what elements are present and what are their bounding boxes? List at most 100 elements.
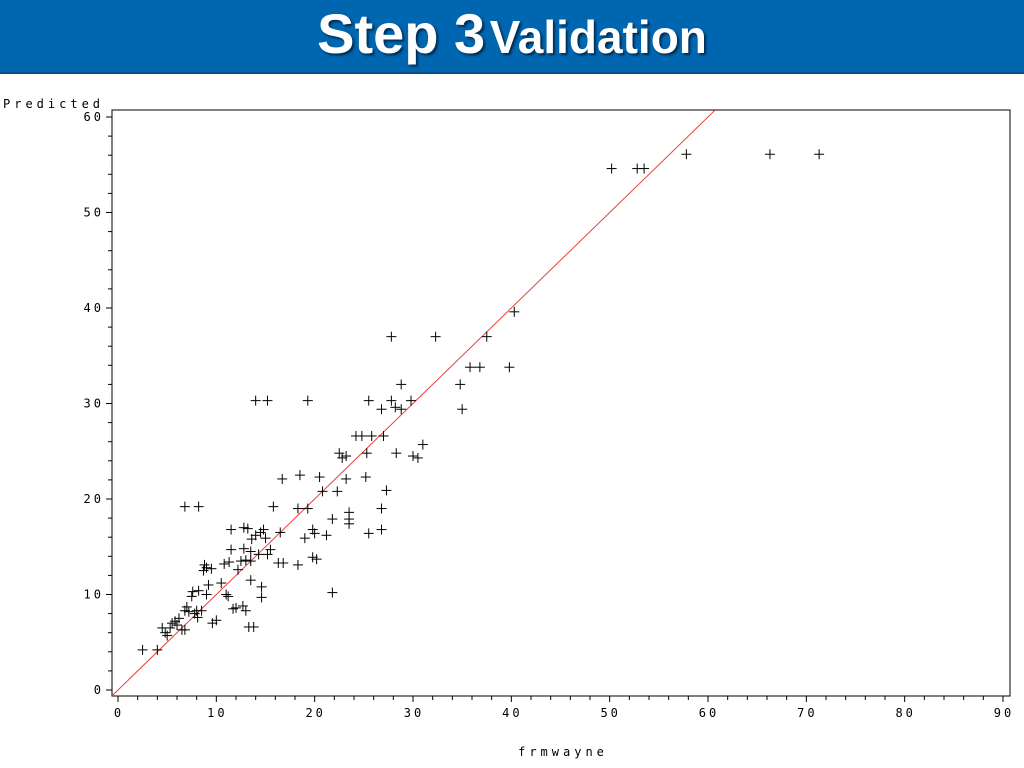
data-point (764, 149, 775, 160)
data-point (391, 448, 402, 459)
reference-line-layer (112, 110, 716, 696)
title-rest: Validation (489, 10, 707, 63)
title-banner: Step 3 Validation (0, 0, 1024, 74)
data-point (314, 472, 325, 483)
y-tick-label: 10 (84, 588, 104, 602)
data-point (457, 404, 468, 415)
data-point (509, 306, 520, 317)
x-tick-label: 20 (305, 706, 325, 720)
data-point (341, 473, 352, 484)
data-point (386, 395, 397, 406)
title-step: Step 3 (317, 1, 486, 65)
data-point (262, 395, 273, 406)
data-point (226, 544, 237, 555)
data-point (639, 163, 650, 174)
x-axis-title: frmwayne (518, 745, 608, 759)
data-point (193, 501, 204, 512)
data-point (334, 448, 345, 459)
data-point (265, 544, 276, 555)
data-point (292, 503, 303, 514)
data-point (223, 591, 234, 602)
data-point (344, 518, 355, 529)
data-point (455, 379, 466, 390)
data-point (406, 395, 417, 406)
data-point (262, 549, 273, 560)
data-point (390, 402, 401, 413)
data-point (179, 624, 190, 635)
y-tick-label: 50 (84, 206, 104, 220)
data-point (240, 555, 251, 566)
data-point (363, 395, 374, 406)
data-point (165, 622, 176, 633)
data-point (275, 527, 286, 538)
data-point (361, 448, 372, 459)
data-point (224, 557, 235, 568)
data-point (294, 470, 305, 481)
x-axis: 0 10 20 30 40 50 60 70 80 90 (114, 696, 1011, 720)
x-tick-label: 50 (600, 706, 620, 720)
data-point (245, 546, 256, 557)
data-point (337, 452, 348, 463)
x-tick-label: 80 (895, 706, 915, 720)
x-tick-label: 30 (404, 706, 424, 720)
data-point (172, 620, 182, 631)
data-point (238, 522, 249, 533)
data-point (299, 533, 310, 544)
data-point (162, 630, 173, 641)
data-point (366, 430, 377, 441)
data-point (231, 602, 241, 613)
x-tick-label: 0 (114, 706, 124, 720)
data-point (253, 549, 264, 560)
data-point (321, 530, 332, 541)
data-point (183, 606, 194, 617)
x-tick-label: 10 (207, 706, 227, 720)
data-point (216, 578, 227, 589)
data-point (360, 472, 371, 483)
x-tick-label: 60 (699, 706, 719, 720)
data-point (309, 528, 320, 539)
data-point (408, 451, 418, 462)
data-point (221, 589, 232, 600)
data-point (201, 589, 212, 600)
data-point (206, 563, 217, 574)
data-point (245, 556, 256, 567)
data-point (256, 592, 267, 603)
data-point (268, 501, 279, 512)
data-point (173, 613, 184, 624)
y-tick-label: 60 (84, 110, 104, 124)
y-tick-label: 30 (84, 397, 104, 411)
data-point (167, 618, 178, 629)
y-axis-title: Predicted (3, 97, 104, 111)
data-point (681, 149, 692, 160)
data-point (235, 556, 246, 567)
data-point (152, 644, 163, 655)
data-point (228, 603, 239, 614)
data-point (278, 557, 289, 568)
data-point (160, 627, 171, 638)
data-point (237, 600, 248, 611)
data-point (311, 554, 322, 565)
scatter-plot: 0 10 20 30 40 50 60 70 80 90 0 10 20 30 40 50 60 Predic… (3, 97, 1011, 759)
points-layer (137, 149, 825, 655)
data-point (219, 558, 230, 569)
data-point (356, 430, 367, 441)
data-point (504, 362, 515, 373)
data-point (201, 562, 212, 573)
data-point (378, 430, 389, 441)
data-point (137, 644, 148, 655)
data-point (255, 527, 266, 538)
data-point (242, 523, 253, 534)
data-point (250, 395, 261, 406)
data-point (376, 524, 387, 535)
data-point (187, 586, 198, 597)
data-point (248, 621, 259, 632)
y-tick-label: 20 (84, 492, 104, 506)
data-point (277, 473, 288, 484)
data-point (332, 486, 343, 497)
y-tick-label: 40 (84, 301, 104, 315)
plot-border (111, 109, 1011, 697)
data-point (258, 524, 269, 535)
data-point (381, 485, 392, 496)
y-tick-label: 0 (94, 683, 104, 697)
data-point (317, 486, 328, 497)
